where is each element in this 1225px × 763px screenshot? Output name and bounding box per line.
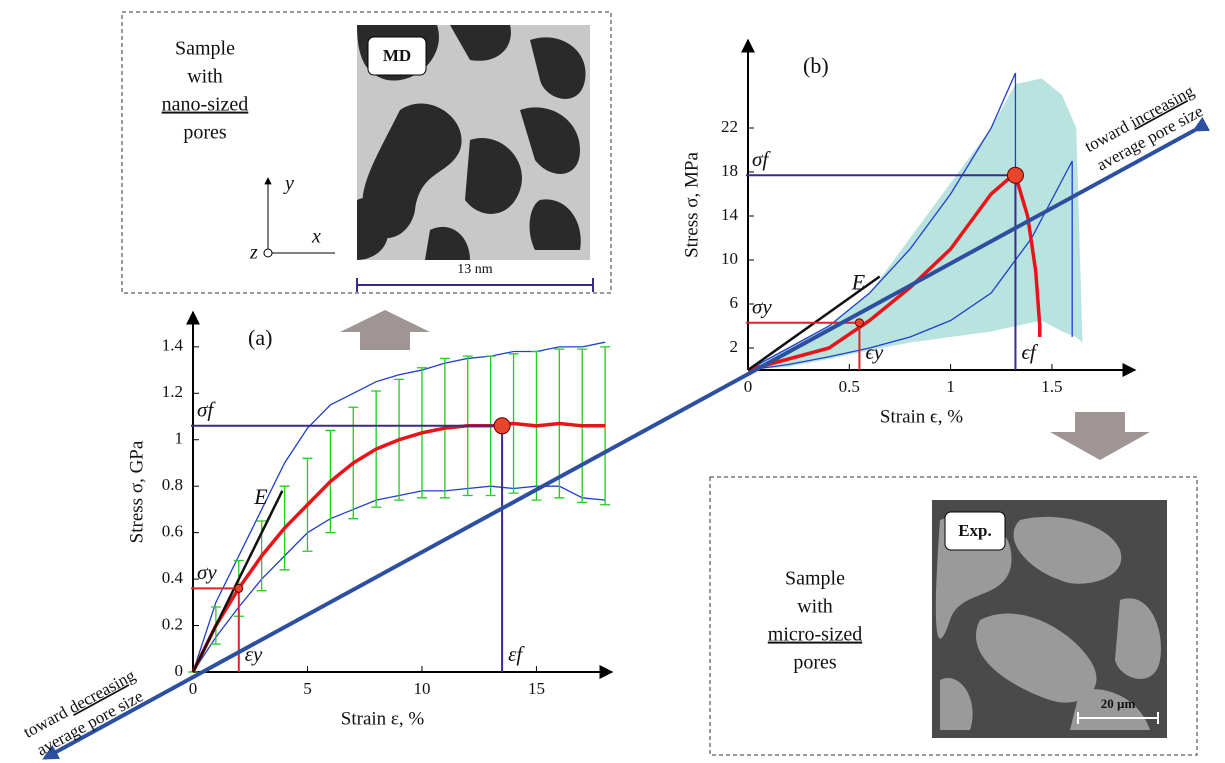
caption: nano-sized: [162, 94, 249, 116]
axes-origin: [263, 248, 273, 258]
y-tick-label: 2: [730, 337, 739, 356]
x-tick-label: 10: [413, 679, 430, 698]
y-axis-label: Stress σ, GPa: [126, 440, 147, 543]
panel-label: (b): [803, 53, 829, 78]
x-tick-label: 0.5: [839, 377, 860, 396]
caption: pores: [183, 122, 227, 144]
y-tick-label: 0.2: [162, 614, 183, 633]
point: [493, 417, 511, 435]
y-tick-label: 0.8: [162, 475, 183, 494]
scale-label: 20 µm: [1101, 696, 1136, 711]
caption: with: [797, 596, 833, 618]
y-tick-label: 14: [721, 205, 739, 224]
caption: with: [187, 66, 223, 88]
y-tick-label: 0: [175, 661, 184, 680]
tag: MD: [383, 46, 411, 65]
transition-arrow: [1050, 412, 1150, 460]
caption: pores: [793, 652, 837, 674]
scale-bar: [356, 278, 594, 292]
y-axis-label: Stress σ, MPa: [681, 152, 702, 258]
point: [854, 318, 864, 328]
y-tick-label: 0.6: [162, 522, 183, 541]
point-x-label: ϵf: [1021, 340, 1038, 364]
point-y-label: σy: [752, 295, 772, 319]
caption: Sample: [175, 38, 235, 60]
caption: Sample: [785, 568, 845, 590]
point-x-label: ϵy: [865, 340, 883, 364]
trend-arrow: [42, 116, 1211, 760]
tag-box: [367, 36, 427, 76]
point: [1006, 166, 1024, 184]
x-tick-label: 15: [528, 679, 545, 698]
point-x-label: εf: [508, 642, 525, 666]
y-tick-label: 10: [721, 249, 738, 268]
y-tick-label: 1: [175, 429, 184, 448]
y-tick-label: 0.4: [162, 568, 184, 587]
scale-label: 13 nm: [457, 262, 493, 277]
band: [748, 78, 1083, 370]
x-tick-label: 5: [303, 679, 312, 698]
x-axis-label: Strain ε, %: [341, 708, 425, 729]
x-tick-label: 1: [946, 377, 955, 396]
x-axis-label: Strain ϵ, %: [880, 406, 963, 427]
x-tick-label: 1.5: [1041, 377, 1062, 396]
modulus-label: E: [851, 270, 866, 295]
y-tick-label: 1.2: [162, 382, 183, 401]
x-tick-label: 0: [744, 377, 753, 396]
x-tick-label: 0: [189, 679, 198, 698]
y-tick-label: 6: [730, 293, 739, 312]
y-tick-label: 22: [721, 117, 738, 136]
axes-icon: [268, 178, 335, 254]
y-tick-label: 1.4: [162, 336, 184, 355]
transition-arrow: [340, 310, 430, 350]
modulus-label: E: [253, 484, 268, 509]
caption: micro-sized: [768, 624, 862, 646]
axis-name: y: [283, 173, 294, 195]
panel-label: (a): [248, 325, 272, 350]
axis-name: z: [249, 242, 258, 264]
axis-name: x: [311, 226, 321, 248]
point-y-label: σy: [197, 560, 217, 584]
y-tick-label: 18: [721, 161, 738, 180]
point: [234, 583, 244, 593]
point-y-label: σf: [197, 398, 216, 422]
point-y-label: σf: [752, 147, 771, 171]
tag: Exp.: [958, 521, 992, 540]
